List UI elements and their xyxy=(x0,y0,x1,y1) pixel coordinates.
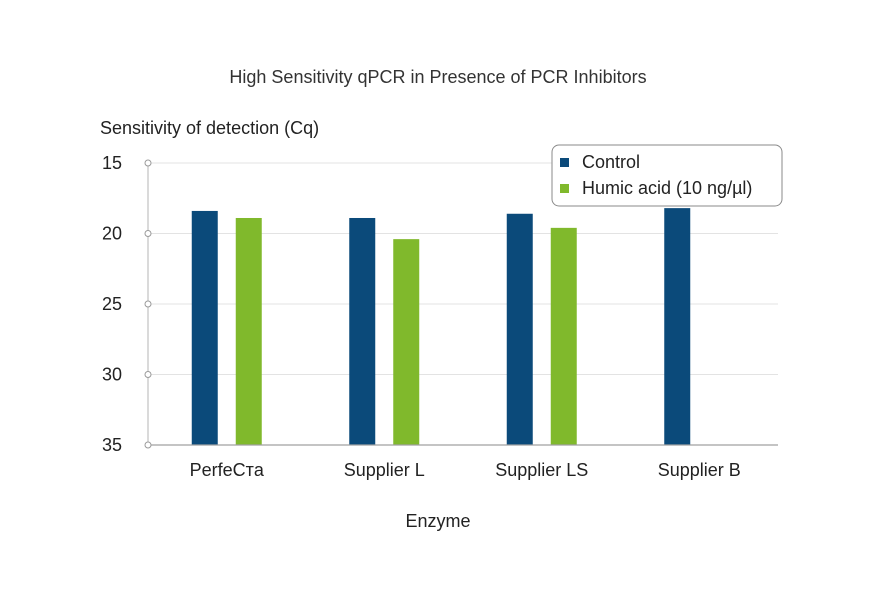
bar xyxy=(393,239,420,445)
bars xyxy=(191,208,691,445)
y-tick-marker xyxy=(144,371,152,378)
y-tick-marker xyxy=(144,230,152,237)
y-tick-label: 30 xyxy=(102,365,122,385)
chart-title: High Sensitivity qPCR in Presence of PCR… xyxy=(229,67,646,87)
legend-swatch xyxy=(560,158,569,167)
axes: 15 20 25 30 35 xyxy=(102,153,778,455)
category-label: PerfeCтa xyxy=(190,460,265,480)
bar xyxy=(506,213,533,445)
y-tick-label: 25 xyxy=(102,294,122,314)
y-tick-marker xyxy=(144,300,152,308)
legend-label: Control xyxy=(582,152,640,172)
y-axis-label: Sensitivity of detection (Cq) xyxy=(100,118,319,138)
y-tick-label: 20 xyxy=(102,224,122,244)
category-label: Supplier B xyxy=(658,460,741,480)
y-tick-marker xyxy=(144,441,152,449)
legend-label: Humic acid (10 ng/µl) xyxy=(582,178,752,198)
y-tick-label: 15 xyxy=(102,153,122,173)
bar xyxy=(349,217,376,445)
category-label: Supplier L xyxy=(344,460,425,480)
y-tick-label: 35 xyxy=(102,435,122,455)
legend-swatch xyxy=(560,184,569,193)
category-label: Supplier LS xyxy=(495,460,588,480)
legend: Control Humic acid (10 ng/µl) xyxy=(551,144,783,207)
y-tick-marker xyxy=(144,159,152,167)
bar xyxy=(191,210,218,445)
x-axis-label: Enzyme xyxy=(405,511,470,531)
legend-box xyxy=(551,144,783,207)
bar xyxy=(664,208,691,445)
bar xyxy=(235,217,262,445)
bar xyxy=(550,227,577,445)
category-labels: PerfeCтa Supplier L Supplier LS Supplier B xyxy=(190,460,741,480)
